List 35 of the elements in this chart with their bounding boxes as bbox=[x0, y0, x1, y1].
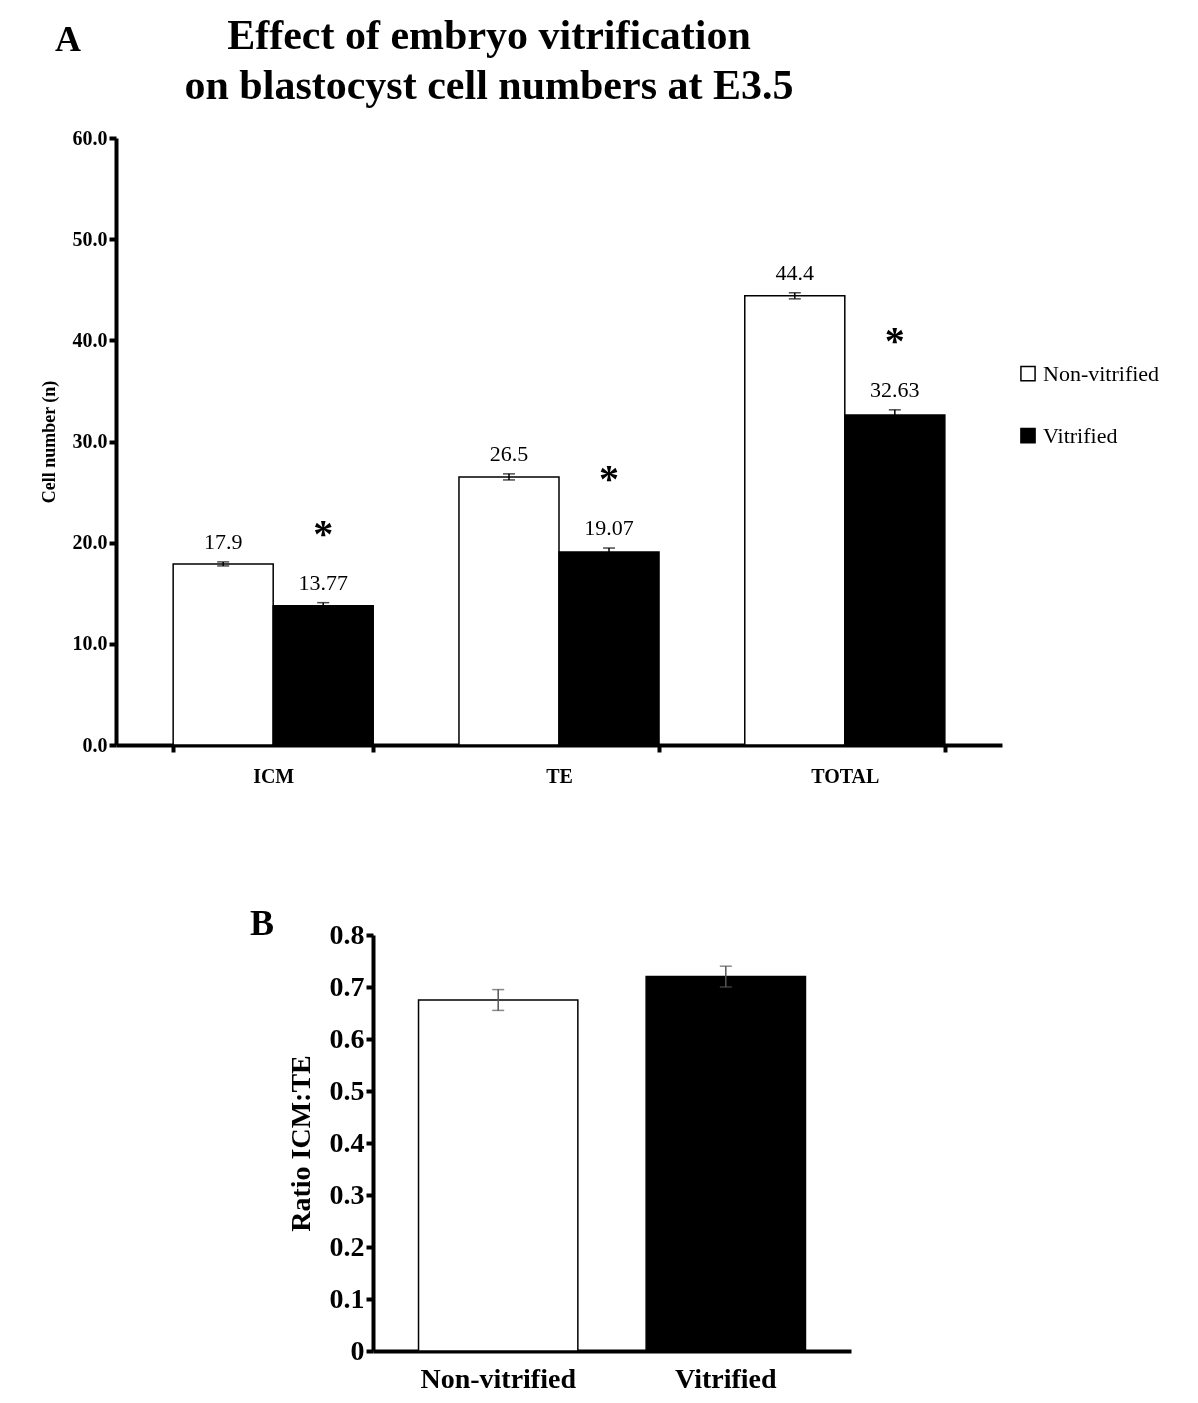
x-tick-label: TOTAL bbox=[811, 764, 880, 787]
data-label: 13.77 bbox=[298, 569, 348, 595]
y-tick-label: 20.0 bbox=[72, 531, 108, 554]
y-tick-label: 0.0 bbox=[82, 733, 108, 756]
y-tick-label: 50.0 bbox=[72, 227, 108, 250]
data-label: 19.07 bbox=[584, 515, 634, 541]
y-tick-label: 30.0 bbox=[72, 430, 108, 452]
data-label: 32.63 bbox=[870, 376, 920, 402]
data-label: 17.9 bbox=[203, 528, 243, 554]
chart-title: Effect of embryo vitrification on blastocyst cell numbers at E3.5 bbox=[184, 12, 794, 108]
annotation: * bbox=[313, 510, 334, 556]
y-tick-label: 10.0 bbox=[72, 632, 108, 655]
y-tick-label: 0 bbox=[350, 1334, 365, 1366]
y-tick-label: 40.0 bbox=[72, 328, 108, 351]
text: B bbox=[250, 902, 275, 944]
y-axis-title: Cell number (n) bbox=[38, 380, 60, 504]
y-tick-label: 0.1 bbox=[329, 1282, 365, 1314]
y-tick-label: 0.2 bbox=[329, 1230, 365, 1262]
x-tick-label: TE bbox=[546, 764, 573, 787]
y-tick-label: 0.4 bbox=[329, 1126, 365, 1158]
y-tick-label: 0.6 bbox=[329, 1022, 365, 1054]
legend-label: Non-vitrified bbox=[1043, 360, 1160, 386]
x-tick-label: ICM bbox=[253, 764, 295, 787]
annotation: * bbox=[884, 317, 905, 363]
y-tick-label: 60.0 bbox=[72, 126, 108, 149]
y-tick-label: 0.8 bbox=[329, 918, 365, 950]
text: A bbox=[55, 18, 81, 60]
data-label: 44.4 bbox=[775, 259, 815, 285]
data-label: 26.5 bbox=[489, 440, 529, 466]
annotation: * bbox=[599, 456, 620, 502]
y-tick-label: 0.7 bbox=[329, 970, 365, 1002]
y-tick-label: 0.5 bbox=[329, 1074, 365, 1106]
y-tick-label: 0.3 bbox=[329, 1178, 365, 1210]
y-axis-title: Ratio ICM:TE bbox=[284, 1055, 316, 1232]
legend-label: Vitrified bbox=[1043, 422, 1118, 448]
